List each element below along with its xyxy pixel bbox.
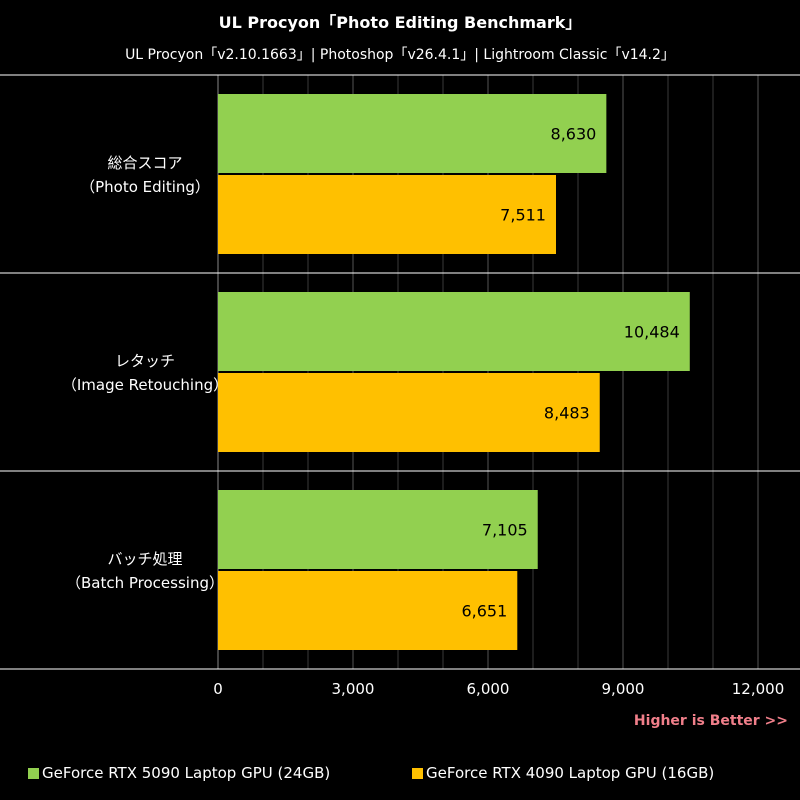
legend-label-rtx5090: GeForce RTX 5090 Laptop GPU (24GB)	[42, 764, 331, 782]
legend-item-rtx5090: GeForce RTX 5090 Laptop GPU (24GB)	[28, 764, 330, 782]
chart-title: UL Procyon「Photo Editing Benchmark」	[218, 13, 582, 32]
category-label: （Batch Processing）	[66, 574, 224, 592]
chart-subtitle: UL Procyon「v2.10.1663」| Photoshop「v26.4.…	[125, 47, 675, 63]
category-label: （Photo Editing）	[80, 178, 210, 196]
chart-legend: GeForce RTX 5090 Laptop GPU (24GB) GeFor…	[0, 746, 800, 800]
x-tick-label: 9,000	[602, 680, 645, 698]
bar-chart: 総合スコア （Photo Editing） 8,630 7,511 レタッチ （Image…	[0, 74, 800, 698]
bar	[218, 571, 518, 650]
data-label: 10,484	[624, 323, 680, 342]
data-label: 7,105	[482, 521, 528, 540]
bar	[218, 373, 600, 452]
bar	[218, 94, 607, 173]
bar	[218, 490, 538, 569]
legend-item-rtx4090: GeForce RTX 4090 Laptop GPU (16GB)	[412, 764, 714, 782]
x-tick-label: 3,000	[332, 680, 375, 698]
data-label: 6,651	[461, 602, 507, 621]
category-panel	[0, 75, 218, 669]
bar	[218, 175, 556, 254]
x-tick-label: 6,000	[467, 680, 510, 698]
legend-swatch-rtx4090	[412, 767, 423, 779]
data-label: 7,511	[500, 206, 546, 225]
plot-area	[218, 75, 800, 669]
data-label: 8,630	[551, 125, 597, 144]
category-label: バッチ処理	[107, 550, 182, 568]
data-label: 8,483	[544, 404, 590, 423]
x-tick-label: 12,000	[732, 680, 785, 698]
higher-is-better-note: Higher is Better >>	[633, 713, 788, 729]
legend-label-rtx4090: GeForce RTX 4090 Laptop GPU (16GB)	[426, 764, 715, 782]
category-label: 総合スコア	[107, 154, 182, 172]
legend-swatch-rtx5090	[28, 767, 39, 779]
category-label: （Image Retouching）	[62, 376, 228, 394]
x-tick-label: 0	[213, 680, 223, 698]
bar	[218, 292, 690, 371]
category-label: レタッチ	[115, 352, 175, 370]
